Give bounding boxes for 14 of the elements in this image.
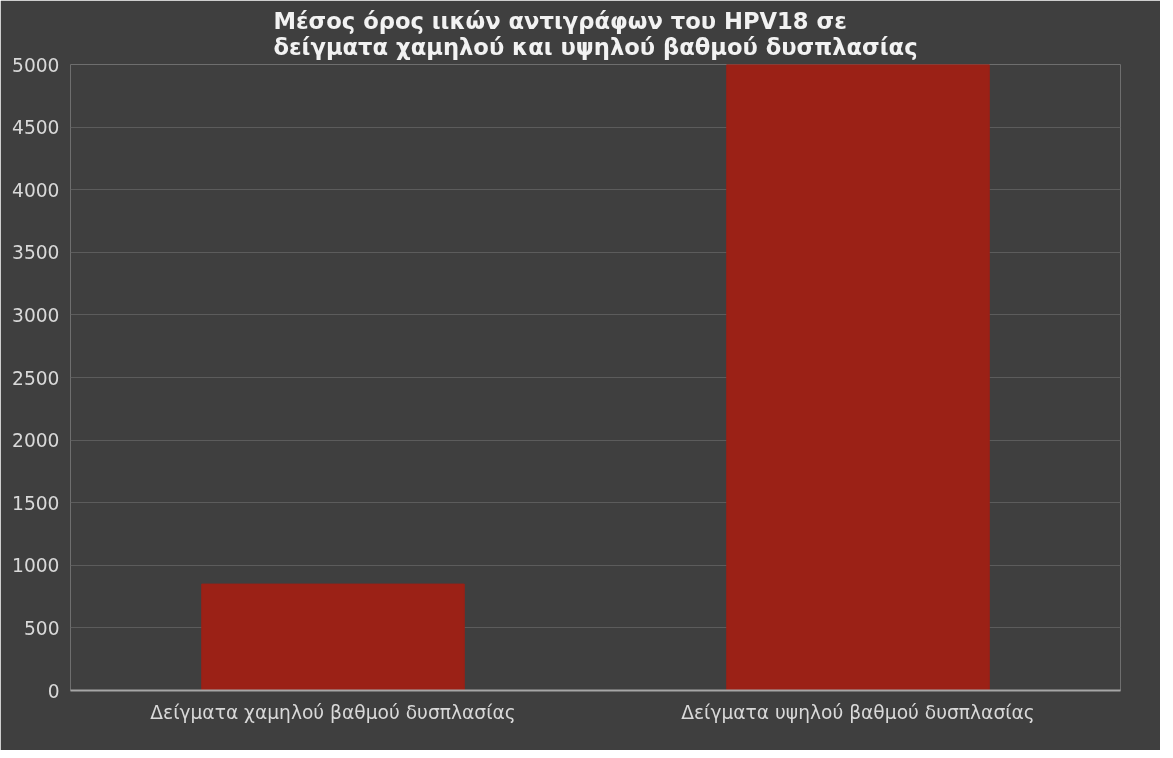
y-tick-label: 3000 bbox=[12, 304, 60, 326]
y-tick-label: 0 bbox=[47, 680, 60, 702]
y-tick-label: 1000 bbox=[12, 555, 60, 577]
x-tick-label: Δείγματα υψηλού βαθμού δυσπλασίας bbox=[681, 701, 1035, 723]
x-tick-label: Δείγματα χαμηλού βαθμού δυσπλασίας bbox=[150, 701, 516, 723]
y-tick-label: 2000 bbox=[12, 430, 60, 452]
y-tick-label: 2500 bbox=[12, 367, 60, 389]
y-tick-label: 500 bbox=[23, 617, 60, 639]
y-tick-label: 1500 bbox=[12, 492, 60, 514]
y-tick-label: 4500 bbox=[12, 117, 60, 139]
y-tick-label: 5000 bbox=[12, 54, 60, 76]
chart-title: Μέσος όρος ιικών αντιγράφων του HPV18 σε δείγματα χαμηλού και υψηλού βαθμού δυσπλασίας bbox=[273, 7, 918, 60]
y-tick-label: 4000 bbox=[12, 179, 60, 201]
y-tick-label: 3500 bbox=[12, 242, 60, 264]
